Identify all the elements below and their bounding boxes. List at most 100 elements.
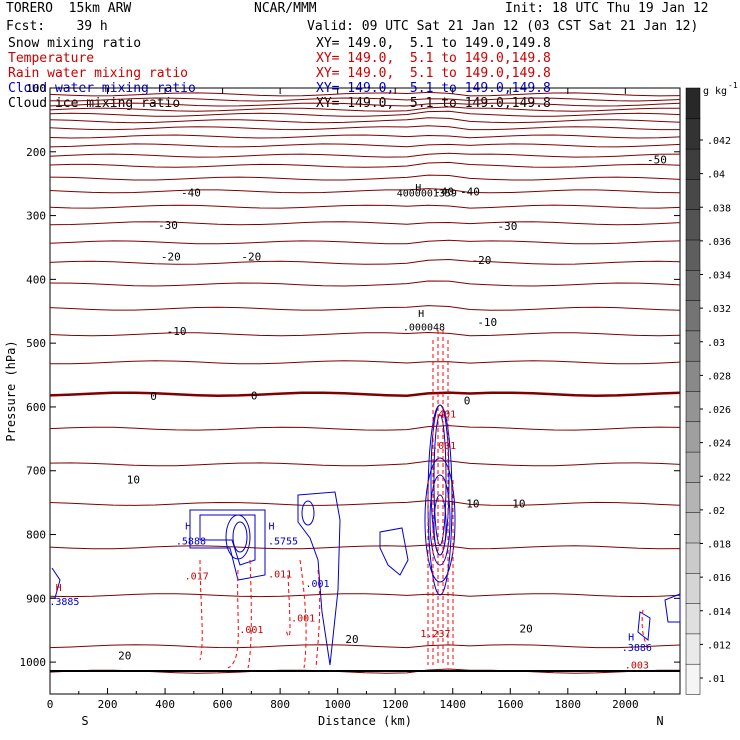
extremum-label: .001 bbox=[432, 441, 456, 452]
field-name-temperature: Temperature bbox=[8, 51, 95, 66]
rain-water-contours bbox=[199, 330, 651, 669]
isotherm-label: -20 bbox=[241, 250, 261, 263]
isotherm-label: 0 bbox=[150, 390, 157, 403]
colorbar: .042 .04 .038 .036 .034 .032 .03 .028 .026 .024 .0… bbox=[685, 87, 731, 695]
extremum-label: 1.237 bbox=[420, 629, 450, 640]
isotherm-label: -50 bbox=[647, 153, 667, 166]
extremum-label: .000048 bbox=[403, 323, 445, 334]
colorbar-tick-label: .024 bbox=[707, 439, 731, 450]
isotherm-line bbox=[49, 280, 681, 287]
y-tick-label: 700 bbox=[26, 465, 46, 478]
extremum-label: H bbox=[628, 633, 634, 644]
x-axis: 0 200 400 600 800 1000 1200 1400 1600 1800 2000 bbox=[47, 88, 655, 711]
isotherm-line bbox=[49, 125, 680, 131]
isotherm-label: 10 bbox=[466, 497, 479, 510]
isotherm-line bbox=[49, 91, 681, 97]
colorbar-swatch bbox=[685, 542, 701, 574]
isotherm-line bbox=[49, 188, 681, 194]
isotherm-line bbox=[49, 500, 681, 506]
isotherm-line bbox=[49, 305, 681, 311]
x-tick-label: 1200 bbox=[382, 698, 409, 711]
colorbar-swatch bbox=[685, 390, 701, 423]
y-tick-label: 800 bbox=[26, 529, 46, 542]
colorbar-swatch bbox=[685, 511, 701, 544]
colorbar-tick-label: .026 bbox=[707, 405, 731, 416]
isotherm-line bbox=[49, 391, 681, 397]
extremum-label: .5888 bbox=[176, 536, 206, 547]
isotherm-label: 20 bbox=[118, 650, 131, 663]
valid-time: Valid: 09 UTC Sat 21 Jan 12 (03 CST Sat … bbox=[307, 19, 699, 34]
isotherm-line bbox=[49, 161, 681, 168]
extremum-label: .001 bbox=[291, 613, 315, 624]
isotherm-line bbox=[49, 117, 681, 124]
colorbar-tick-label: .022 bbox=[707, 472, 731, 483]
field-xy-temperature: XY= 149.0, 5.1 to 149.0,149.8 bbox=[316, 51, 551, 66]
x-tick-label: 1600 bbox=[497, 698, 524, 711]
colorbar-tick-label: .02 bbox=[707, 506, 725, 517]
field-xy-snow: XY= 149.0, 5.1 to 149.0,149.8 bbox=[316, 36, 551, 51]
isotherm-label: -20 bbox=[472, 254, 492, 267]
isotherm-label: -30 bbox=[497, 220, 517, 233]
x-tick-label: 2000 bbox=[612, 698, 639, 711]
isotherm-label: -10 bbox=[477, 316, 497, 329]
extremum-label: H bbox=[415, 183, 421, 194]
extremum-label: .017 bbox=[185, 571, 209, 582]
x-tick-label: 1800 bbox=[555, 698, 582, 711]
y-tick-label: 300 bbox=[26, 210, 46, 223]
isotherm-label: 20 bbox=[519, 622, 532, 635]
isotherm-line bbox=[49, 221, 681, 226]
colorbar-tick-label: .038 bbox=[707, 203, 731, 214]
x-tick-label: 1400 bbox=[439, 698, 466, 711]
x-tick-label: 200 bbox=[98, 698, 118, 711]
isotherm-line bbox=[49, 204, 681, 209]
isotherm-line bbox=[49, 174, 681, 181]
colorbar-swatch bbox=[685, 572, 701, 604]
extremum-label: .3885 bbox=[49, 597, 79, 608]
isotherm-line bbox=[49, 460, 681, 467]
colorbar-unit-exponent: -1 bbox=[728, 81, 738, 90]
x-tick-label: 400 bbox=[155, 698, 175, 711]
isotherm-label: 10 bbox=[512, 497, 525, 510]
north-endpoint-label: N bbox=[656, 714, 663, 728]
cloud-water-contours bbox=[50, 404, 681, 666]
colorbar-tick-label: .032 bbox=[707, 304, 731, 315]
field-name-rain: Rain water mixing ratio bbox=[8, 66, 189, 81]
isotherm-line bbox=[49, 239, 681, 245]
isotherm-line bbox=[49, 644, 681, 649]
init-time: Init: 18 UTC Thu 19 Jan 12 bbox=[505, 1, 709, 16]
colorbar-tick-label: .012 bbox=[707, 640, 731, 651]
y-axis-label: Pressure (hPa) bbox=[4, 340, 18, 441]
extremum-label: H bbox=[418, 309, 424, 320]
isotherm-label: 10 bbox=[127, 474, 140, 487]
isotherm-label: -30 bbox=[158, 219, 178, 232]
colorbar-swatch bbox=[685, 299, 701, 332]
x-tick-label: 0 bbox=[47, 698, 54, 711]
isotherm-line bbox=[49, 258, 681, 265]
isotherm-label: -40 bbox=[181, 187, 201, 200]
colorbar-tick-label: .036 bbox=[707, 237, 731, 248]
y-tick-label: 600 bbox=[26, 401, 46, 414]
y-tick-label: 400 bbox=[26, 273, 46, 286]
extremum-label: .001 bbox=[239, 625, 263, 636]
extremum-label: .5755 bbox=[268, 536, 298, 547]
isotherm-line bbox=[49, 143, 681, 148]
isotherm-line bbox=[49, 102, 681, 107]
colorbar-tick-label: .016 bbox=[707, 573, 731, 584]
colorbar-swatch bbox=[685, 481, 701, 513]
extremum-label: 4000001359 bbox=[397, 189, 457, 200]
colorbar-tick-label: .028 bbox=[707, 371, 731, 382]
isotherm-label: 0 bbox=[464, 395, 471, 408]
isotherm-line bbox=[49, 106, 681, 112]
colorbar-swatch bbox=[685, 87, 701, 120]
isotherm-label: -20 bbox=[161, 250, 181, 263]
forecast-hour: Fcst: 39 h bbox=[6, 19, 108, 34]
colorbar-swatch bbox=[685, 451, 701, 483]
colorbar-swatch bbox=[685, 148, 701, 180]
isotherm-line bbox=[49, 425, 681, 431]
organization-label: NCAR/MMM bbox=[254, 1, 317, 16]
colorbar-swatch bbox=[685, 269, 701, 301]
y-tick-label: 500 bbox=[26, 337, 46, 350]
colorbar-swatch bbox=[685, 239, 701, 271]
